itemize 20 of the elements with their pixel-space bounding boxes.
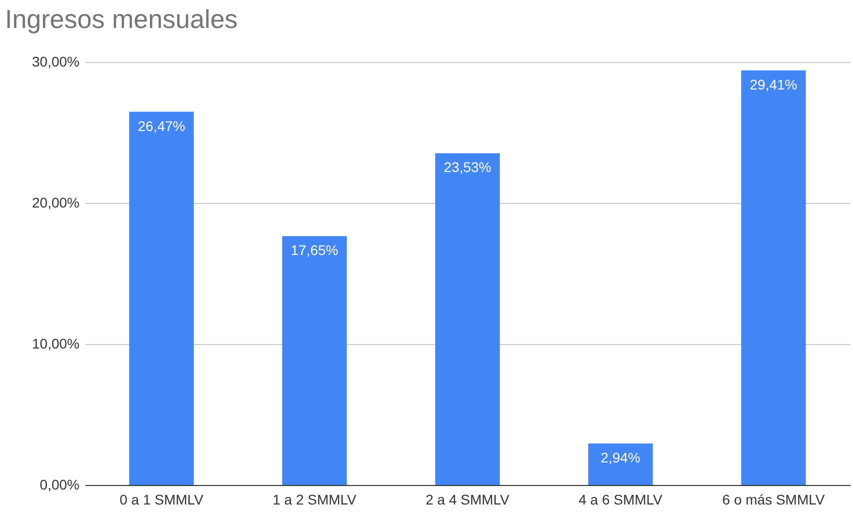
x-tick-label: 4 a 6 SMMLV (578, 492, 664, 508)
y-tick-label: 0,00% (40, 476, 80, 492)
bar (282, 236, 347, 485)
y-tick-label: 30,00% (32, 54, 80, 70)
x-tick-label: 2 a 4 SMMLV (426, 492, 510, 508)
y-tick-label: 20,00% (32, 194, 80, 210)
data-label: 2,94% (600, 450, 640, 466)
data-label: 26,47% (138, 118, 186, 134)
bar (588, 444, 653, 485)
y-tick-label: 10,00% (32, 336, 80, 352)
bar (129, 112, 194, 485)
data-label: 23,53% (444, 159, 492, 176)
data-label: 29,41% (750, 76, 798, 92)
x-tick-label: 1 a 2 SMMLV (272, 492, 358, 508)
chart-title: Ingresos mensuales (5, 4, 238, 34)
bar (741, 70, 806, 485)
data-label: 17,65% (290, 242, 338, 258)
x-tick-label: 0 a 1 SMMLV (120, 492, 204, 508)
x-tick-label: 6 o más SMMLV (722, 492, 826, 508)
bar (435, 153, 500, 485)
